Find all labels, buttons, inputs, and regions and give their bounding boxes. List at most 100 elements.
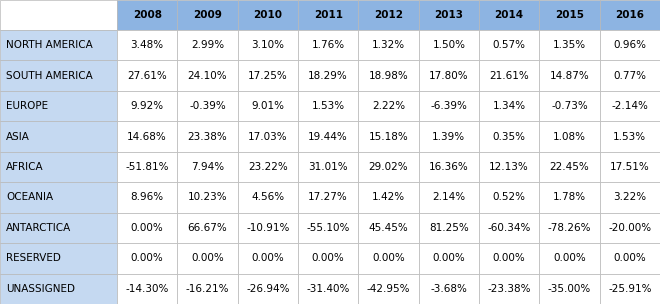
Bar: [0, 30, 117, 60]
Bar: [600, 182, 660, 213]
Text: 1.32%: 1.32%: [372, 40, 405, 50]
Bar: [539, 0, 600, 30]
Text: 0.00%: 0.00%: [613, 253, 646, 263]
Bar: [600, 121, 660, 152]
Bar: [418, 0, 479, 30]
Bar: [479, 274, 539, 304]
Bar: [539, 30, 600, 60]
Text: 17.27%: 17.27%: [308, 192, 348, 202]
Bar: [117, 182, 178, 213]
Text: 0.57%: 0.57%: [492, 40, 525, 50]
Bar: [117, 152, 178, 182]
Text: ANTARCTICA: ANTARCTICA: [6, 223, 71, 233]
Text: 17.25%: 17.25%: [248, 71, 288, 81]
Text: 15.18%: 15.18%: [369, 132, 409, 142]
Text: 14.68%: 14.68%: [127, 132, 167, 142]
Bar: [418, 152, 479, 182]
Bar: [238, 152, 298, 182]
Text: -0.73%: -0.73%: [551, 101, 588, 111]
Bar: [479, 243, 539, 274]
Text: -60.34%: -60.34%: [488, 223, 531, 233]
Text: 2.99%: 2.99%: [191, 40, 224, 50]
Text: 9.01%: 9.01%: [251, 101, 284, 111]
Text: -51.81%: -51.81%: [125, 162, 169, 172]
Bar: [117, 91, 178, 121]
Text: 2.22%: 2.22%: [372, 101, 405, 111]
Text: 2010: 2010: [253, 10, 282, 20]
Text: 12.13%: 12.13%: [489, 162, 529, 172]
Text: UNASSIGNED: UNASSIGNED: [6, 284, 75, 294]
Bar: [358, 243, 418, 274]
Text: 0.00%: 0.00%: [432, 253, 465, 263]
Bar: [178, 274, 238, 304]
Text: 2011: 2011: [314, 10, 343, 20]
Text: 1.42%: 1.42%: [372, 192, 405, 202]
Bar: [358, 121, 418, 152]
Text: 4.56%: 4.56%: [251, 192, 284, 202]
Bar: [298, 30, 358, 60]
Bar: [479, 60, 539, 91]
Text: 22.45%: 22.45%: [550, 162, 589, 172]
Text: 23.22%: 23.22%: [248, 162, 288, 172]
Text: 0.52%: 0.52%: [492, 192, 525, 202]
Bar: [479, 0, 539, 30]
Bar: [418, 91, 479, 121]
Text: 8.96%: 8.96%: [131, 192, 164, 202]
Bar: [117, 121, 178, 152]
Bar: [298, 243, 358, 274]
Bar: [238, 243, 298, 274]
Bar: [600, 243, 660, 274]
Bar: [0, 243, 117, 274]
Text: 18.29%: 18.29%: [308, 71, 348, 81]
Bar: [0, 121, 117, 152]
Bar: [418, 213, 479, 243]
Bar: [298, 274, 358, 304]
Text: 0.00%: 0.00%: [372, 253, 405, 263]
Text: 3.22%: 3.22%: [613, 192, 646, 202]
Text: SOUTH AMERICA: SOUTH AMERICA: [6, 71, 93, 81]
Bar: [539, 91, 600, 121]
Text: 1.78%: 1.78%: [553, 192, 586, 202]
Bar: [117, 30, 178, 60]
Text: -10.91%: -10.91%: [246, 223, 290, 233]
Text: 10.23%: 10.23%: [187, 192, 227, 202]
Text: 1.50%: 1.50%: [432, 40, 465, 50]
Bar: [358, 91, 418, 121]
Text: 2.14%: 2.14%: [432, 192, 465, 202]
Bar: [358, 152, 418, 182]
Text: NORTH AMERICA: NORTH AMERICA: [6, 40, 93, 50]
Bar: [238, 274, 298, 304]
Text: 2008: 2008: [133, 10, 162, 20]
Bar: [539, 243, 600, 274]
Text: 31.01%: 31.01%: [308, 162, 348, 172]
Bar: [298, 0, 358, 30]
Bar: [418, 121, 479, 152]
Bar: [178, 152, 238, 182]
Text: 1.76%: 1.76%: [312, 40, 345, 50]
Bar: [600, 0, 660, 30]
Text: 23.38%: 23.38%: [187, 132, 228, 142]
Bar: [238, 213, 298, 243]
Bar: [238, 121, 298, 152]
Bar: [358, 0, 418, 30]
Bar: [298, 182, 358, 213]
Text: 0.96%: 0.96%: [613, 40, 646, 50]
Text: 16.36%: 16.36%: [429, 162, 469, 172]
Text: 3.10%: 3.10%: [251, 40, 284, 50]
Text: -16.21%: -16.21%: [185, 284, 229, 294]
Text: 45.45%: 45.45%: [369, 223, 409, 233]
Text: 17.03%: 17.03%: [248, 132, 288, 142]
Bar: [298, 91, 358, 121]
Text: -0.39%: -0.39%: [189, 101, 226, 111]
Bar: [0, 0, 117, 30]
Text: -23.38%: -23.38%: [488, 284, 531, 294]
Bar: [479, 182, 539, 213]
Bar: [418, 30, 479, 60]
Text: 0.00%: 0.00%: [251, 253, 284, 263]
Text: -42.95%: -42.95%: [367, 284, 411, 294]
Text: -3.68%: -3.68%: [430, 284, 467, 294]
Text: 21.61%: 21.61%: [489, 71, 529, 81]
Text: -31.40%: -31.40%: [306, 284, 350, 294]
Text: 1.35%: 1.35%: [553, 40, 586, 50]
Bar: [600, 91, 660, 121]
